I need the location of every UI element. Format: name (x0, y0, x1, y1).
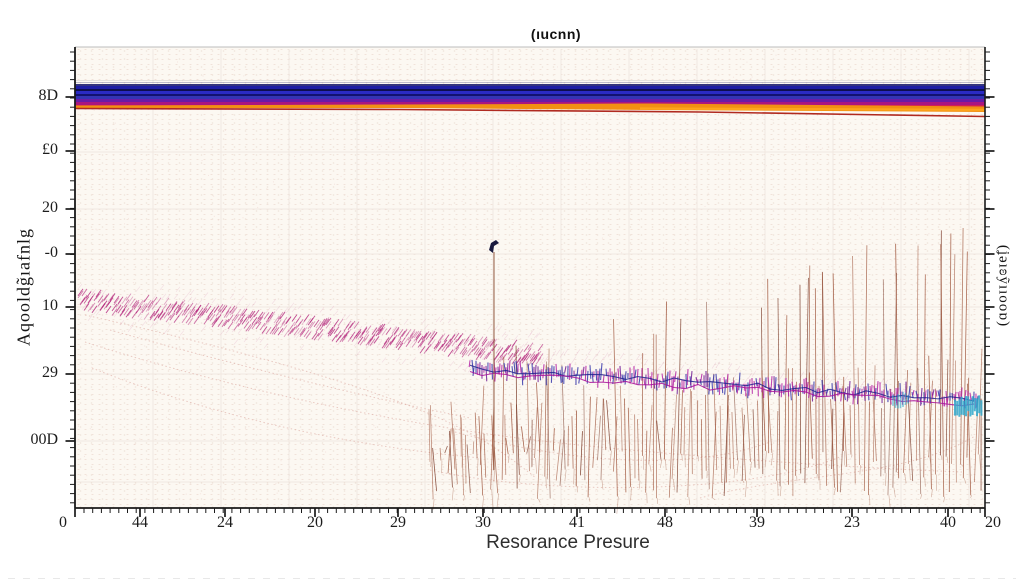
y-axis-label-right: (ʝəıʚỹııooɒ) (995, 244, 1012, 328)
x-tick-label: 20 (985, 514, 1001, 531)
x-tick-label: 0 (59, 514, 67, 531)
x-tick-label: 39 (749, 514, 765, 531)
x-tick-label: 23 (844, 514, 860, 531)
chart-title: (ıucnn) (530, 26, 582, 42)
x-tick-label: 41 (569, 514, 585, 531)
y-tick-label: -0 (44, 244, 58, 261)
x-tick-label: 24 (217, 514, 233, 531)
x-tick-label: 30 (475, 514, 491, 531)
y-tick-label: 20 (42, 199, 58, 216)
x-tick-label: 20 (307, 514, 323, 531)
y-tick-label: 10 (42, 297, 58, 314)
bottom-edge-line (8, 578, 1016, 579)
y-tick-label: 29 (42, 364, 58, 381)
y-tick-label: 00D (30, 431, 58, 448)
y-tick-label: £0 (42, 141, 58, 158)
x-tick-label: 29 (390, 514, 406, 531)
y-tick-label: 8D (38, 87, 58, 104)
x-axis-label: Resorance Presure (486, 532, 650, 553)
x-tick-label: 48 (657, 514, 673, 531)
x-tick-label: 44 (132, 514, 148, 531)
x-tick-label: 40 (940, 514, 956, 531)
